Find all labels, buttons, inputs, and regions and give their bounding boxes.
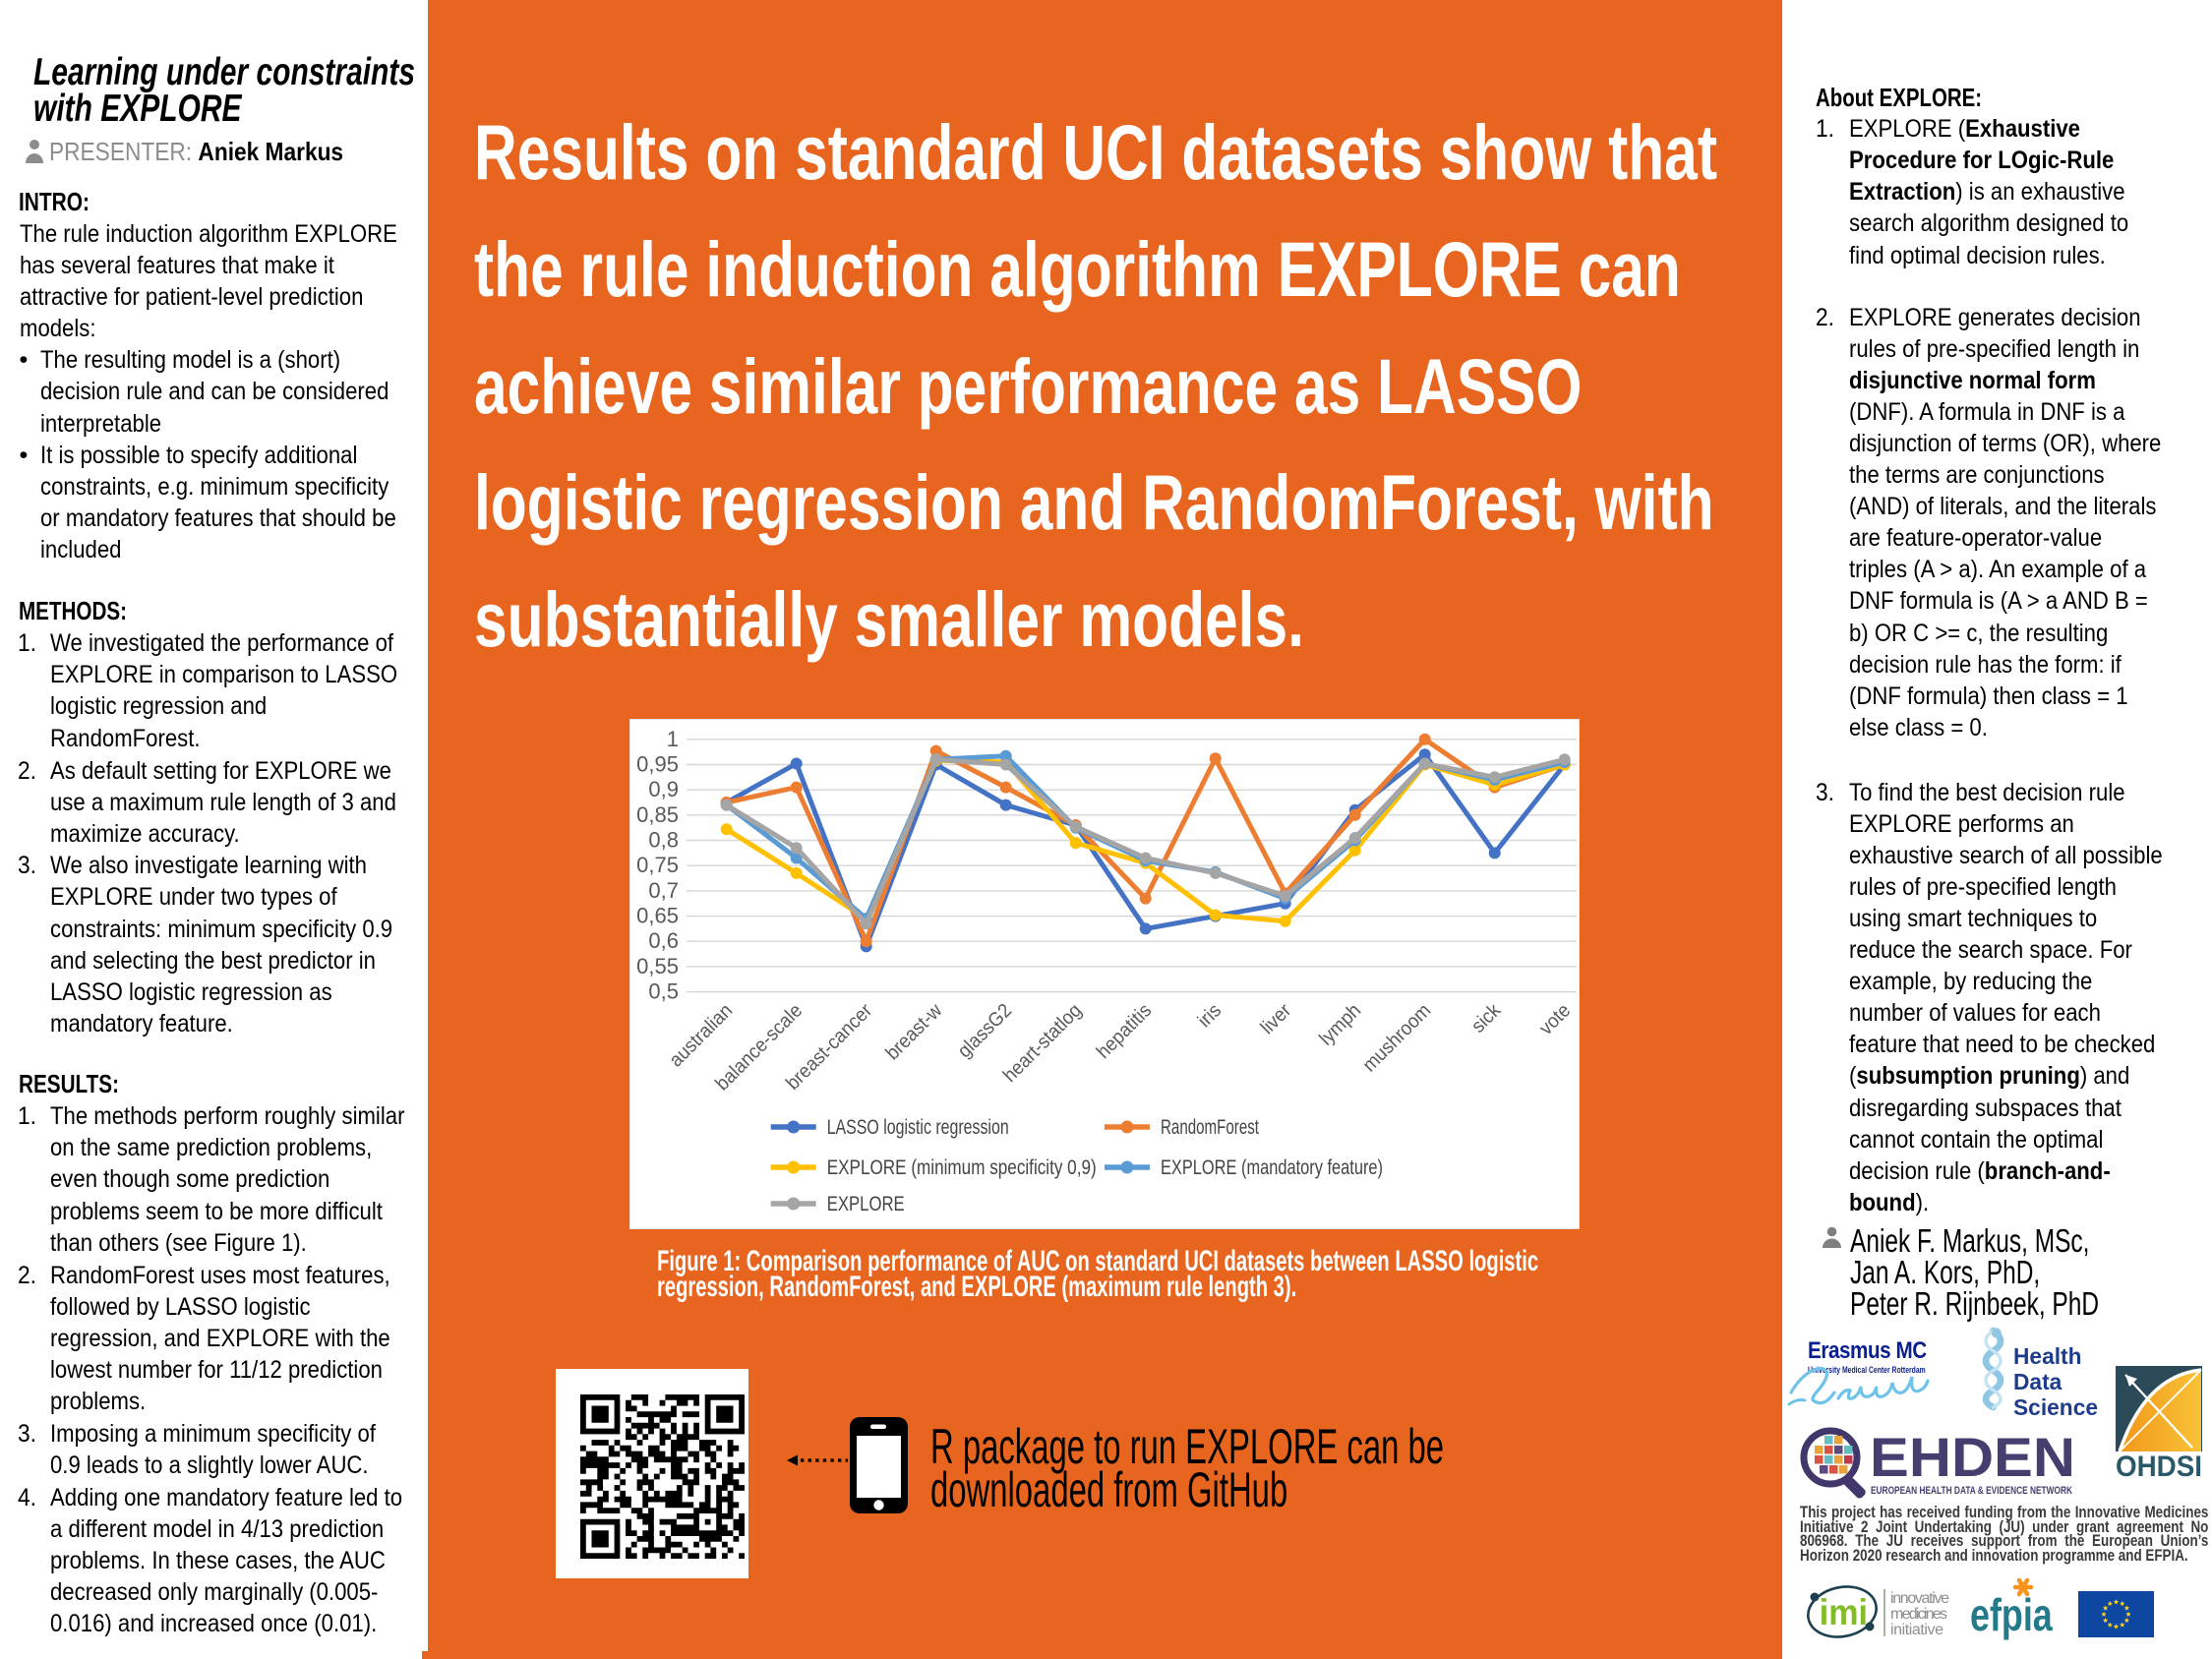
svg-text:0,85: 0,85 (636, 802, 679, 827)
svg-text:liver: liver (1257, 999, 1296, 1038)
svg-text:0,75: 0,75 (636, 853, 679, 877)
svg-text:medicines: medicines (1890, 1606, 1947, 1623)
svg-text:efpia: efpia (1970, 1590, 2054, 1640)
svg-text:0,6: 0,6 (648, 928, 679, 953)
svg-text:breast-w: breast-w (881, 999, 946, 1064)
svg-text:mushroom: mushroom (1358, 1000, 1435, 1077)
svg-text:hepatitis: hepatitis (1093, 1000, 1156, 1063)
svg-text:EHDEN: EHDEN (1870, 1426, 2075, 1488)
svg-text:OHDSI: OHDSI (2116, 1451, 2202, 1480)
svg-text:imi: imi (1820, 1592, 1868, 1633)
svg-text:0,9: 0,9 (648, 777, 679, 801)
svg-text:0,7: 0,7 (648, 878, 679, 903)
svg-text:0,55: 0,55 (636, 954, 679, 978)
svg-text:initiative: initiative (1890, 1622, 1943, 1638)
svg-text:0,8: 0,8 (648, 828, 679, 853)
svg-text:lymph: lymph (1315, 1000, 1365, 1050)
svg-text:australian: australian (665, 1000, 737, 1072)
svg-text:iris: iris (1194, 1000, 1226, 1033)
svg-text:innovative: innovative (1890, 1590, 1949, 1607)
svg-text:glassG2: glassG2 (954, 1000, 1017, 1063)
svg-text:RandomForest: RandomForest (1161, 1116, 1259, 1139)
svg-text:0,65: 0,65 (636, 904, 679, 928)
svg-text:EXPLORE (minimum specificity 0: EXPLORE (minimum specificity 0,9) (827, 1156, 1097, 1179)
svg-text:0,95: 0,95 (636, 752, 679, 777)
svg-text:EUROPEAN HEALTH DATA & EVIDENC: EUROPEAN HEALTH DATA & EVIDENCE NETWORK (1871, 1485, 2072, 1497)
svg-text:0,5: 0,5 (648, 979, 679, 1004)
svg-text:vote: vote (1535, 1000, 1575, 1039)
svg-text:EXPLORE (mandatory feature): EXPLORE (mandatory feature) (1161, 1156, 1383, 1179)
svg-text:LASSO logistic regression: LASSO logistic regression (827, 1116, 1009, 1139)
svg-text:1: 1 (667, 727, 679, 751)
svg-text:sick: sick (1467, 999, 1506, 1037)
svg-text:EXPLORE: EXPLORE (827, 1193, 905, 1215)
